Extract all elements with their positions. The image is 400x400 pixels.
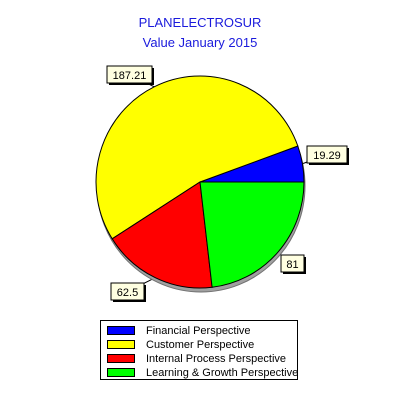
- legend-swatch-4: [107, 368, 135, 377]
- legend-label-4: Learning & Growth Perspective: [146, 367, 299, 379]
- data-label-box-4: [280, 254, 305, 273]
- pie-slice-4: [199, 181, 305, 288]
- legend-label-2: Customer Perspective: [146, 339, 255, 351]
- legend-swatch-3: [107, 354, 135, 363]
- legend-label-1: Financial Perspective: [146, 325, 251, 337]
- data-label-2: 187.21: [113, 70, 147, 82]
- chart-title: PLANELECTROSUR: [138, 15, 262, 30]
- pie-slice-3: [111, 181, 213, 289]
- chart-subtitle: Value January 2015: [142, 35, 258, 50]
- data-label-box-1: [306, 145, 348, 164]
- data-label-1: 19.29: [313, 150, 341, 162]
- data-label-box-3: [110, 282, 145, 301]
- legend-label-3: Internal Process Perspective: [146, 353, 287, 365]
- data-label-3: 62.5: [117, 287, 138, 299]
- pie-slice-2: [95, 75, 299, 240]
- legend-swatch-1: [107, 326, 135, 335]
- legend-swatch-2: [107, 340, 135, 349]
- chart-legend: Financial Perspective Customer Perspectiv…: [100, 320, 298, 380]
- data-label-4: 81: [286, 259, 298, 271]
- data-label-box-2: [106, 65, 153, 84]
